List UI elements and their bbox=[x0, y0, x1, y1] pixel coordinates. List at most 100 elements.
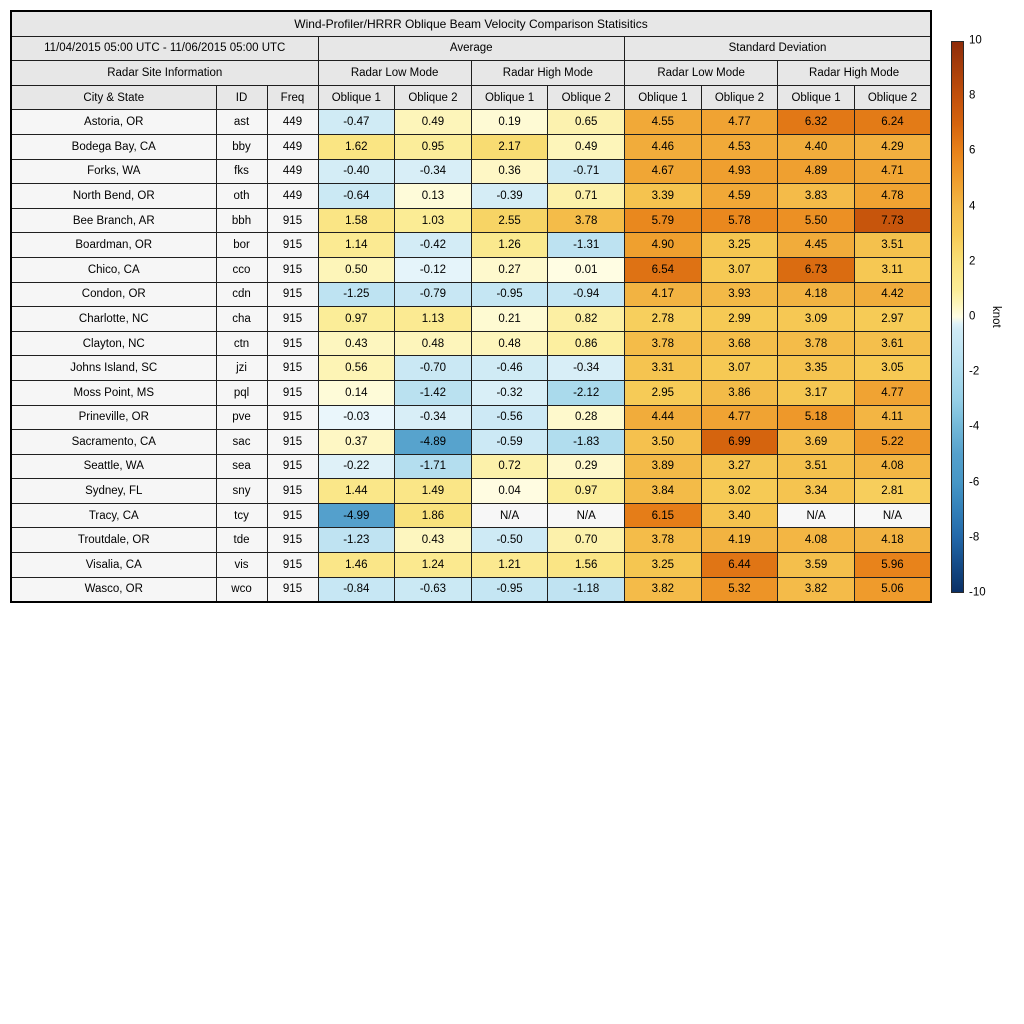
value-cell: -1.25 bbox=[317, 281, 396, 308]
value-cell: -0.47 bbox=[317, 109, 396, 135]
value-cell: 4.46 bbox=[624, 133, 702, 160]
table-row: Visalia, CA vis 915 1.46 1.24 1.21 1.56 3.25 6.4… bbox=[10, 552, 932, 578]
site-id-cell: cdn bbox=[215, 281, 268, 308]
value-cell: -1.83 bbox=[547, 429, 625, 455]
col-header-oblique-2: Oblique 2 bbox=[547, 84, 625, 111]
value-cell: 0.95 bbox=[394, 133, 472, 160]
value-cell: 0.28 bbox=[547, 404, 625, 431]
table-row: Wasco, OR wco 915 -0.84 -0.63 -0.95 -1.18 3.82 5… bbox=[10, 576, 932, 603]
col-header-oblique-2: Oblique 2 bbox=[853, 84, 932, 111]
stats-table: Wind-Profiler/HRRR Oblique Beam Velocity… bbox=[10, 10, 932, 604]
freq-cell: 915 bbox=[266, 330, 319, 357]
value-cell: 0.48 bbox=[470, 330, 549, 357]
value-cell: 4.08 bbox=[853, 453, 932, 480]
site-id-cell: tcy bbox=[215, 502, 268, 529]
value-cell: 0.19 bbox=[470, 109, 549, 135]
value-cell: 6.44 bbox=[700, 552, 779, 578]
colorbar-tick-labels: 10 8 6 4 2 0 -2 -4 -6 -8 -10 bbox=[969, 35, 1003, 598]
col-header-oblique-2: Oblique 2 bbox=[394, 84, 472, 111]
value-cell: -0.95 bbox=[470, 576, 549, 603]
colorbar-tick-label: -10 bbox=[969, 586, 986, 599]
value-cell: -0.79 bbox=[394, 281, 472, 308]
value-cell: -0.12 bbox=[394, 256, 472, 283]
freq-cell: 915 bbox=[266, 502, 319, 529]
value-cell: 5.79 bbox=[624, 207, 702, 234]
value-cell: 1.03 bbox=[394, 207, 472, 234]
date-range: 11/04/2015 05:00 UTC - 11/06/2015 05:00 … bbox=[10, 35, 319, 62]
table-row: Johns Island, SC jzi 915 0.56 -0.70 -0.46 -0.3… bbox=[10, 355, 932, 381]
col-header-oblique-1: Oblique 1 bbox=[777, 84, 855, 111]
freq-cell: 449 bbox=[266, 183, 319, 209]
city-cell: Moss Point, MS bbox=[10, 379, 217, 406]
city-cell: Wasco, OR bbox=[10, 576, 217, 603]
value-cell: 3.05 bbox=[853, 355, 932, 381]
city-cell: Bee Branch, AR bbox=[10, 207, 217, 234]
site-id-cell: sac bbox=[215, 429, 268, 455]
value-cell: 4.77 bbox=[700, 404, 779, 431]
value-cell: 2.99 bbox=[700, 306, 779, 332]
mode-std-high: Radar High Mode bbox=[777, 60, 932, 86]
freq-cell: 449 bbox=[266, 109, 319, 135]
freq-cell: 915 bbox=[266, 281, 319, 308]
colorbar-tick-label: 4 bbox=[969, 199, 976, 212]
site-id-cell: bor bbox=[215, 232, 268, 258]
table-row: Bee Branch, AR bbh 915 1.58 1.03 2.55 3.78 5.79… bbox=[10, 207, 932, 234]
value-cell: -1.31 bbox=[547, 232, 625, 258]
freq-cell: 449 bbox=[266, 158, 319, 185]
freq-cell: 915 bbox=[266, 404, 319, 431]
value-cell: 3.02 bbox=[700, 478, 779, 504]
value-cell: 4.40 bbox=[777, 133, 855, 160]
value-cell: -1.23 bbox=[317, 527, 396, 554]
value-cell: 4.89 bbox=[777, 158, 855, 185]
value-cell: 3.83 bbox=[777, 183, 855, 209]
col-header-oblique-1: Oblique 1 bbox=[624, 84, 702, 111]
mode-average-high: Radar High Mode bbox=[470, 60, 626, 86]
value-cell: 0.70 bbox=[547, 527, 625, 554]
value-cell: -1.18 bbox=[547, 576, 625, 603]
value-cell: 5.96 bbox=[853, 552, 932, 578]
value-cell: 3.07 bbox=[700, 355, 779, 381]
city-cell: Prineville, OR bbox=[10, 404, 217, 431]
value-cell: 6.32 bbox=[777, 109, 855, 135]
value-cell: -4.99 bbox=[317, 502, 396, 529]
value-cell: 4.18 bbox=[777, 281, 855, 308]
value-cell: -0.56 bbox=[470, 404, 549, 431]
site-id-cell: wco bbox=[215, 576, 268, 603]
colorbar-tick-label: -6 bbox=[969, 475, 980, 488]
value-cell: -1.71 bbox=[394, 453, 472, 480]
value-cell: 4.90 bbox=[624, 232, 702, 258]
city-cell: Visalia, CA bbox=[10, 552, 217, 578]
value-cell: 7.73 bbox=[853, 207, 932, 234]
colorbar bbox=[951, 41, 964, 593]
value-cell: 3.59 bbox=[777, 552, 855, 578]
value-cell: 3.78 bbox=[624, 527, 702, 554]
value-cell: 3.93 bbox=[700, 281, 779, 308]
site-id-cell: bby bbox=[215, 133, 268, 160]
value-cell: 3.09 bbox=[777, 306, 855, 332]
table-row: Seattle, WA sea 915 -0.22 -1.71 0.72 0.29 3.89 3… bbox=[10, 453, 932, 480]
value-cell: 4.45 bbox=[777, 232, 855, 258]
colorbar-tick-label: -4 bbox=[969, 420, 980, 433]
site-id-cell: ctn bbox=[215, 330, 268, 357]
site-id-cell: sea bbox=[215, 453, 268, 480]
table-row: Sydney, FL sny 915 1.44 1.49 0.04 0.97 3.84 3.02… bbox=[10, 478, 932, 504]
table-row: Chico, CA cco 915 0.50 -0.12 0.27 0.01 6.54 3.07… bbox=[10, 256, 932, 283]
value-cell: 3.31 bbox=[624, 355, 702, 381]
mode-header-row: Radar Site Information Radar Low Mode Ra… bbox=[10, 60, 932, 86]
table-title: Wind-Profiler/HRRR Oblique Beam Velocity… bbox=[10, 10, 932, 37]
site-id-cell: jzi bbox=[215, 355, 268, 381]
freq-cell: 915 bbox=[266, 306, 319, 332]
value-cell: 1.46 bbox=[317, 552, 396, 578]
value-cell: 1.86 bbox=[394, 502, 472, 529]
value-cell: 4.44 bbox=[624, 404, 702, 431]
value-cell: 3.51 bbox=[853, 232, 932, 258]
site-id-cell: tde bbox=[215, 527, 268, 554]
value-cell: 3.25 bbox=[700, 232, 779, 258]
value-cell: 0.01 bbox=[547, 256, 625, 283]
section-radar-site-information: Radar Site Information bbox=[10, 60, 319, 86]
value-cell: -0.94 bbox=[547, 281, 625, 308]
freq-cell: 915 bbox=[266, 355, 319, 381]
value-cell: 0.27 bbox=[470, 256, 549, 283]
value-cell: -0.40 bbox=[317, 158, 396, 185]
value-cell: 2.55 bbox=[470, 207, 549, 234]
